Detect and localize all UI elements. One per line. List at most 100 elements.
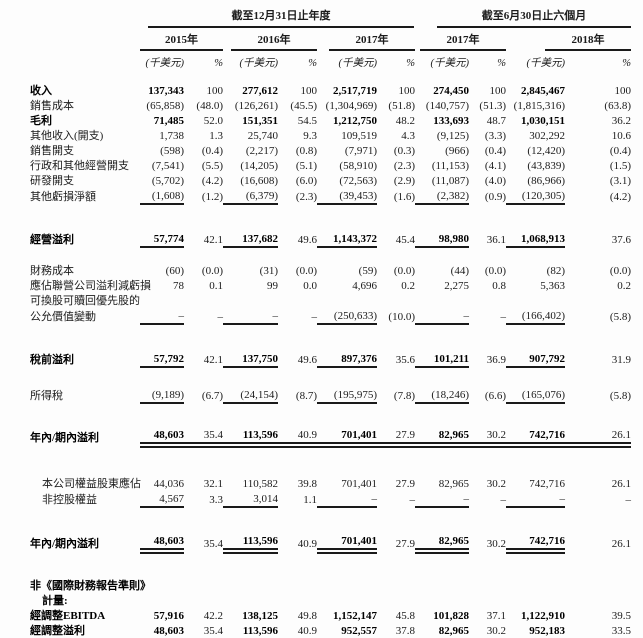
table-row: 毛利 71,485 52.0 151,351 54.5 1,212,750 48.2 133,… xyxy=(0,113,631,128)
amount-cell: 701,401 xyxy=(317,427,377,448)
spacer-row xyxy=(0,445,631,476)
percent-cell: 36.2 xyxy=(611,115,631,127)
year-label-2015: 2015年 xyxy=(140,34,223,51)
percent-cell: (51.8) xyxy=(388,100,415,112)
amount-cell: – xyxy=(506,491,565,508)
percent-cell: 27.9 xyxy=(377,427,415,448)
percent-cell: 52.0 xyxy=(203,115,223,127)
row-label: 經營溢利 xyxy=(30,234,74,246)
amount-cell: (120,305) xyxy=(506,188,565,205)
percent-cell: (45.5) xyxy=(290,100,317,112)
header-group-row: 截至12月31日止年度 截至6月30日止六個月 xyxy=(0,10,631,28)
percent-cell: 37.1 xyxy=(486,610,506,622)
amount-cell: 742,716 xyxy=(506,533,565,554)
unit-label: (千美元) xyxy=(430,58,470,69)
percent-cell: (4.0) xyxy=(484,175,506,187)
percent-cell: 40.9 xyxy=(278,427,317,448)
percent-cell: (6.6) xyxy=(484,390,506,402)
table-row: 經調整溢利 48,603 35.4 113,596 40.9 952,557 37.8 82,… xyxy=(0,623,631,638)
percent-cell: 49.6 xyxy=(297,354,317,366)
percent-cell: (5.5) xyxy=(201,160,223,172)
amount-cell: (166,402) xyxy=(506,308,565,325)
row-label: 銷售開支 xyxy=(30,145,74,157)
amount-cell: – xyxy=(317,491,377,508)
amount-cell: 109,519 xyxy=(341,130,377,142)
percent-cell: 0.1 xyxy=(209,280,223,292)
row-label: 本公司權益股東應佔 xyxy=(42,478,141,490)
amount-cell: 1,152,147 xyxy=(333,610,377,622)
table-row: 所得稅 (9,189) (6.7) (24,154) (8.7) (195,975) (7.… xyxy=(0,387,631,404)
row-label: 計量: xyxy=(42,595,68,607)
amount-cell xyxy=(317,578,377,593)
percent-cell: 37.8 xyxy=(395,625,415,637)
row-label: 非《國際財務報告準則》 xyxy=(30,580,151,592)
percent-cell xyxy=(469,593,506,608)
amount-cell xyxy=(223,593,278,608)
table-row: 其他虧損淨額 (1,608) (1.2) (6,379) (2.3) (39,453) (1… xyxy=(0,188,631,205)
percent-cell xyxy=(184,578,223,593)
percent-cell: 26.1 xyxy=(611,478,631,490)
percent-cell xyxy=(278,578,317,593)
percent-cell: 9.3 xyxy=(303,130,317,142)
amount-cell xyxy=(223,578,278,593)
row-label: 稅前溢利 xyxy=(30,354,74,366)
percent-cell: 40.9 xyxy=(297,538,317,550)
percent-cell: (5.1) xyxy=(295,160,317,172)
amount-cell: 57,916 xyxy=(153,610,184,622)
amount-cell xyxy=(223,293,278,308)
percent-cell: (63.8) xyxy=(604,100,631,112)
amount-cell: 897,376 xyxy=(317,351,377,368)
table-row: 非控股權益 4,567 3.3 3,014 1.1– – – – – – xyxy=(0,491,631,508)
amount-cell: (39,453) xyxy=(317,188,377,205)
percent-cell: – xyxy=(311,311,318,323)
amount-cell: (7,541) xyxy=(151,160,184,172)
percent-cell: (0.0) xyxy=(393,265,415,277)
percent-cell: 39.8 xyxy=(297,478,317,490)
percent-cell xyxy=(469,578,506,593)
amount-cell: 25,740 xyxy=(247,130,278,142)
percent-cell: (1.5) xyxy=(609,160,631,172)
amount-cell: (14,205) xyxy=(240,160,278,172)
amount-cell: 99 xyxy=(267,280,278,292)
year-label-2017-interim: 2017年 xyxy=(420,34,506,51)
amount-cell: 151,351 xyxy=(242,115,278,127)
percent-cell: (0.0) xyxy=(201,265,223,277)
amount-cell xyxy=(140,293,184,308)
amount-cell: 57,774 xyxy=(140,231,184,248)
percent-cell: 3.3 xyxy=(209,494,223,506)
percent-cell: 40.9 xyxy=(297,625,317,637)
amount-cell: 82,965 xyxy=(438,625,469,637)
amount-cell xyxy=(317,593,377,608)
percent-cell: 45.8 xyxy=(395,610,415,622)
amount-cell: (43,839) xyxy=(527,160,565,172)
percent-cell: 54.5 xyxy=(297,115,317,127)
period-group-interim: 截至6月30日止六個月 xyxy=(437,10,631,28)
table-row: 行政和其他經營開支 (7,541) (5.5) (14,205) (5.1) (58,91… xyxy=(0,158,631,173)
header-unit-row: (千美元) % (千美元) % (千美元) % (千美元) % (千美元) % xyxy=(0,51,632,74)
percent-cell: – xyxy=(500,494,507,506)
percent-cell: 30.2 xyxy=(469,427,506,448)
percent-label: % xyxy=(308,58,317,69)
amount-cell: 101,828 xyxy=(433,610,469,622)
amount-cell: (24,154) xyxy=(223,387,278,404)
amount-cell: 48,603 xyxy=(140,533,184,554)
table-row: 研發開支 (5,702) (4.2) (16,608) (6.0) (72,563) (2.… xyxy=(0,173,631,188)
table-row: 本公司權益股東應佔 44,036 32.1 110,582 39.8 701,401 27.… xyxy=(0,476,631,491)
percent-cell: (3.3) xyxy=(484,130,506,142)
amount-cell: 277,612 xyxy=(242,85,278,97)
table-row: 其他收入(開支) 1,738 1.3 25,740 9.3 109,519 4.3 (9,12… xyxy=(0,128,631,143)
percent-cell xyxy=(278,293,317,308)
unit-label: (千美元) xyxy=(338,58,378,69)
spacer-row xyxy=(0,74,631,83)
percent-cell: (4.2) xyxy=(201,175,223,187)
percent-cell xyxy=(377,578,415,593)
amount-cell: (598) xyxy=(160,145,184,157)
table-row: 應佔聯營公司溢利減虧損 78 0.1 99 0.0 4,696 0.2 2,275 0.8 5,3… xyxy=(0,278,631,293)
percent-cell: 33.5 xyxy=(611,625,631,637)
amount-cell: 1,143,372 xyxy=(317,231,377,248)
percent-cell: (0.4) xyxy=(201,145,223,157)
amount-cell: (250,633) xyxy=(317,308,377,325)
amount-cell: 101,211 xyxy=(415,351,469,368)
table-row: 經營溢利 57,774 42.1 137,682 49.6 1,143,372 45.4 98… xyxy=(0,231,631,248)
percent-cell: (5.8) xyxy=(609,390,631,402)
